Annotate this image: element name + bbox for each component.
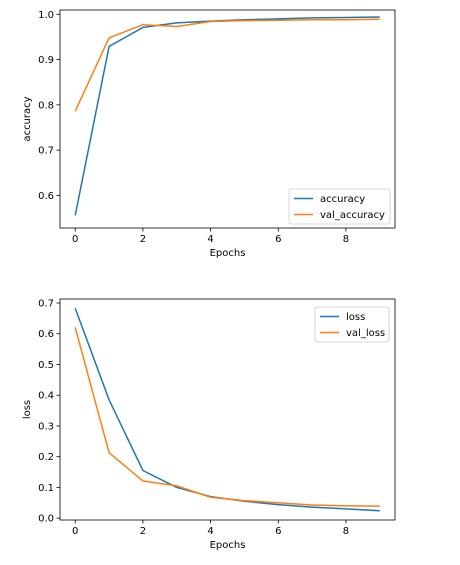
x-tick-label: 8 [343,526,349,537]
x-tick-label: 6 [275,526,281,537]
y-tick-label: 0.1 [38,483,54,494]
y-tick-label: 0.8 [38,100,54,111]
val-accuracy-line [74,18,380,112]
x-tick-label: 2 [140,234,146,245]
x-tick-label: 0 [72,234,78,245]
y-axis-label: accuracy [22,96,33,141]
y-tick-label: 1.0 [38,10,54,21]
y-tick-label: 0.2 [38,452,54,463]
x-axis-label: Epochs [210,248,246,259]
y-axis-label: loss [22,400,33,419]
x-tick-label: 8 [343,234,349,245]
legend-label: loss [346,312,365,323]
x-tick-label: 6 [275,234,281,245]
x-tick-label: 0 [72,526,78,537]
y-tick-label: 0.6 [38,191,54,202]
y-tick-label: 0.6 [38,329,54,340]
loss-chart: 0 2 4 6 8 0.0 0.1 0.2 0.3 0.4 0.5 0.6 0.7 Epochs loss l… [22,298,396,551]
legend-label: val_loss [346,328,385,339]
accuracy-chart: 0 2 4 6 8 0.6 0.7 0.8 0.9 1.0 Epochs accuracy accura… [22,9,396,259]
x-tick-label: 4 [207,234,213,245]
x-axis-label: Epochs [210,540,246,551]
x-tick-label: 2 [140,526,146,537]
y-tick-label: 0.7 [38,298,54,309]
y-tick-label: 0.5 [38,360,54,371]
legend-label: val_accuracy [320,210,385,221]
y-tick-label: 0.4 [38,391,54,402]
legend-label: accuracy [320,194,365,205]
x-tick-label: 4 [207,526,213,537]
val-loss-line [74,327,380,507]
axes-frame [59,298,396,521]
y-tick-label: 0.3 [38,421,54,432]
y-tick-label: 0.0 [38,514,54,525]
y-tick-label: 0.9 [38,55,54,66]
y-tick-label: 0.7 [38,146,54,157]
legend-box [288,188,391,225]
axes-frame [59,9,396,229]
